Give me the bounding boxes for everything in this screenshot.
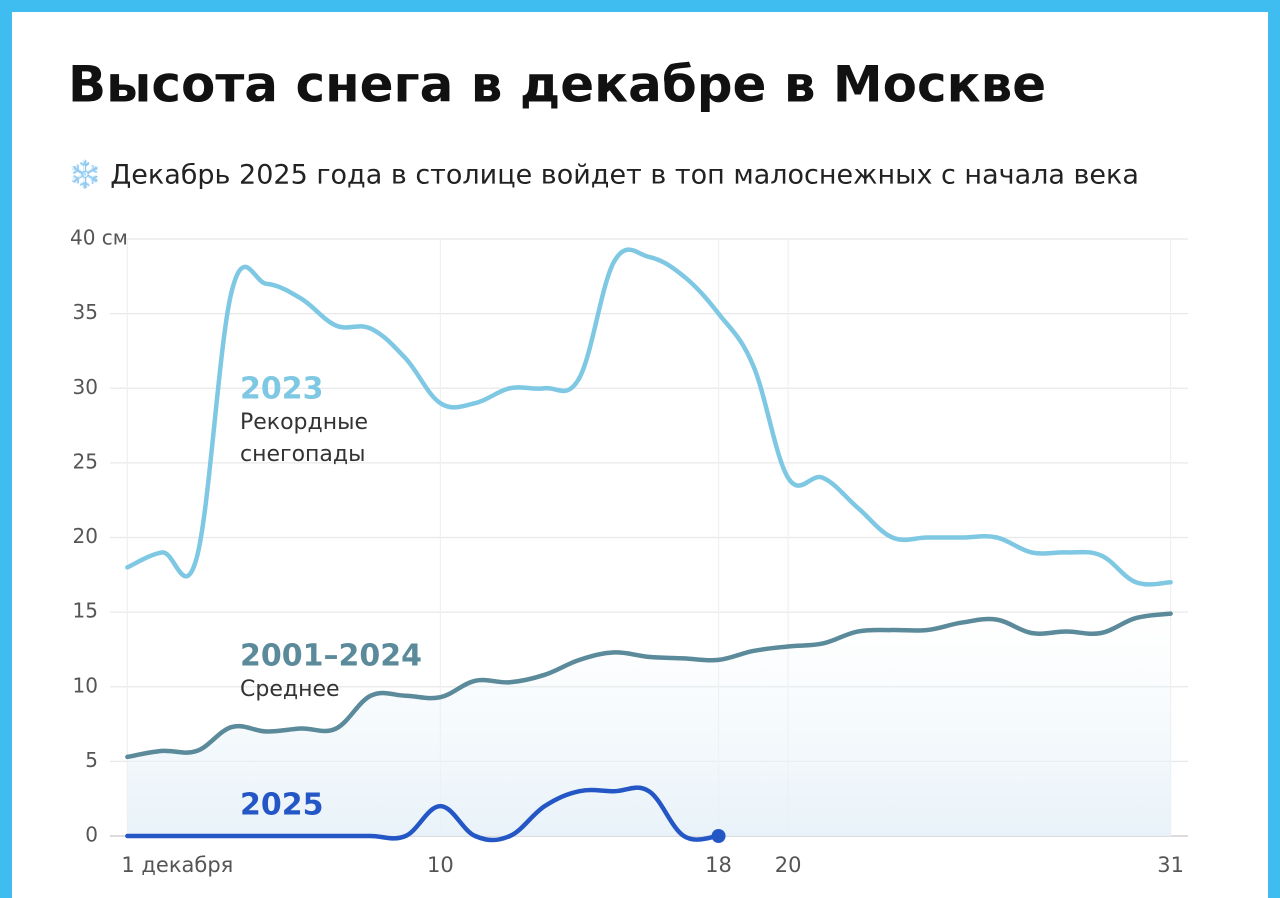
y-tick-label: 5 [85, 748, 98, 772]
x-tick-label: 18 [705, 853, 732, 877]
end-point [711, 829, 726, 843]
series-label: 2001–2024 [240, 639, 422, 674]
chart-subtitle: ❄️ Декабрь 2025 года в столице войдет в … [68, 159, 1139, 191]
line [125, 247, 1173, 587]
y-tick-label: 15 [73, 599, 98, 623]
x-tick-label: 31 [1157, 853, 1184, 877]
line [125, 785, 721, 843]
y-tick-label: 20 [73, 524, 98, 548]
y-tick-label: 10 [73, 673, 98, 697]
chart: Высота снега в декабре в Москве ❄️ Декаб… [68, 56, 1188, 877]
x-tick-label: 1 декабря [121, 853, 233, 877]
y-tick-label: 35 [73, 300, 98, 324]
y-tick-label: 0 [85, 823, 98, 847]
y-tick-label: 40 см [70, 226, 128, 250]
line [125, 611, 1173, 760]
series-note: снегопады [240, 442, 365, 467]
x-tick-label: 20 [775, 853, 802, 877]
area-fill [127, 613, 1171, 836]
y-tick-label: 25 [73, 449, 98, 473]
chart-title: Высота снега в декабре в Москве [68, 56, 1046, 114]
series-label: 2023 [240, 372, 324, 407]
series-label: 2025 [240, 788, 324, 823]
y-tick-label: 30 [73, 375, 98, 399]
series-note: Среднее [240, 677, 340, 702]
series-note: Рекордные [240, 410, 368, 435]
x-tick-label: 10 [427, 853, 454, 877]
